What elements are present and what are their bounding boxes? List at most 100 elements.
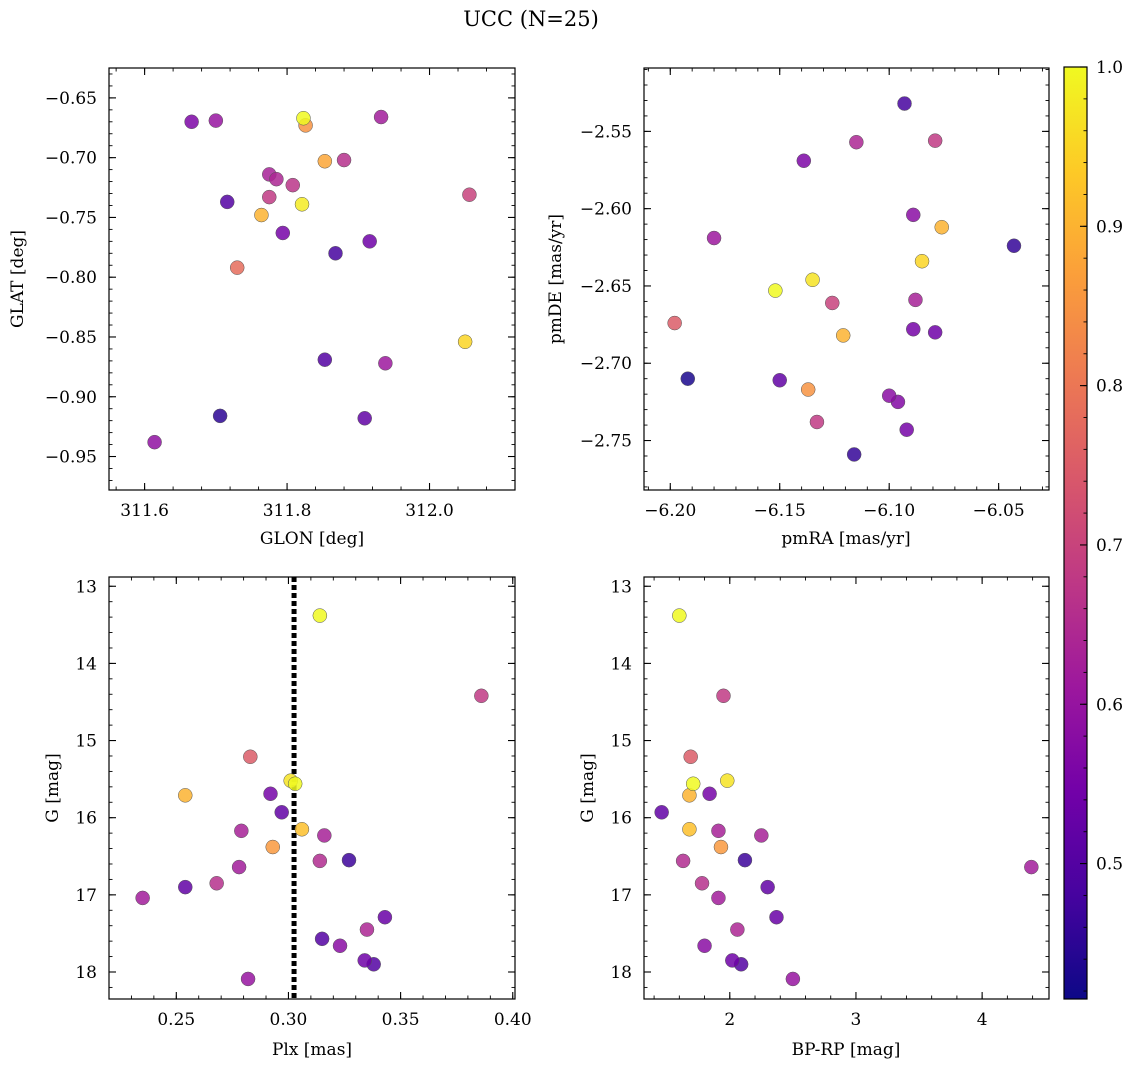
y-tick-label: −0.95 (45, 448, 97, 468)
data-point (800, 382, 816, 397)
data-point (275, 225, 291, 241)
y-tick-label: 18 (610, 963, 632, 983)
data-point (805, 272, 820, 288)
data-point (254, 207, 269, 223)
data-point (274, 805, 289, 820)
data-point (314, 931, 330, 947)
data-point (927, 133, 943, 148)
data-point (706, 230, 722, 246)
data-point (208, 113, 224, 128)
tick-labels: 0.25 0.30 0.35 0.40 13 14 15 16 17 18 (75, 577, 531, 1030)
data-point (711, 890, 726, 906)
y-tick-label: 17 (75, 886, 97, 906)
data-point (240, 971, 256, 987)
data-point (357, 411, 372, 426)
y-axis-label: G [mag] (578, 753, 598, 822)
data-point (711, 823, 726, 839)
data-point (312, 608, 328, 623)
data-point (294, 822, 310, 837)
data-point (341, 852, 357, 868)
data-point (934, 219, 949, 235)
data-point (1024, 859, 1039, 875)
data-point (357, 953, 372, 968)
x-axis-label: GLON [deg] (260, 529, 364, 549)
panel-plx-g: 0.25 0.30 0.35 0.40 13 14 15 16 17 18 Plx [mas] G… (43, 576, 532, 1060)
data-point (362, 234, 377, 249)
data-point (754, 828, 769, 843)
data-point (269, 171, 284, 187)
data-point (825, 295, 840, 311)
data-point (262, 189, 277, 205)
data-point (296, 110, 311, 126)
x-tick-label: 312.0 (405, 501, 454, 521)
axes-frame (108, 576, 516, 1000)
x-tick-label: 311.8 (263, 501, 312, 521)
data-point (178, 788, 193, 803)
data-point (682, 822, 697, 837)
axes-frame (108, 67, 516, 491)
data-point (373, 109, 389, 125)
y-tick-label: 14 (610, 654, 632, 674)
data-point (359, 922, 375, 937)
colorbar-ticks: 0.5 0.6 0.7 0.8 0.9 1.0 (1080, 58, 1123, 992)
data-point (474, 688, 489, 704)
y-tick-label: −2.75 (580, 432, 632, 452)
scatter-points (654, 608, 1039, 987)
data-point (846, 447, 862, 462)
data-point (702, 786, 717, 802)
data-point (209, 876, 224, 891)
x-tick-label: 3 (851, 1010, 862, 1030)
y-tick-label: −0.80 (45, 268, 97, 288)
x-tick-label: −6.15 (754, 501, 806, 521)
data-point (881, 388, 897, 403)
data-point (457, 334, 473, 350)
colorbar-tick-label: 1.0 (1096, 58, 1123, 78)
x-axis-label: pmRA [mas/yr] (781, 529, 910, 549)
data-point (675, 853, 691, 869)
y-tick-label: −2.55 (580, 122, 632, 142)
data-point (243, 749, 258, 765)
y-tick-label: 13 (75, 577, 97, 597)
data-point (219, 194, 235, 210)
scatter-points (667, 96, 1022, 462)
data-point (914, 253, 930, 269)
y-tick-label: 14 (75, 654, 97, 674)
data-point (231, 859, 247, 875)
data-point (685, 776, 701, 792)
panel-pmra-pmde: −6.20 −6.15 −6.10 −6.05 −2.55 −2.60 −2.65 −2.70… (546, 67, 1050, 549)
panel-bprp-g: 2 3 4 13 14 15 16 17 18 BP-RP [mag] G [mag] (578, 576, 1050, 1060)
data-point (462, 187, 477, 202)
tick-marks (109, 577, 515, 999)
colorbar-gradient (1063, 66, 1088, 1000)
data-point (713, 839, 729, 855)
data-point (769, 909, 784, 925)
tick-labels: 2 3 4 13 14 15 16 17 18 (610, 577, 987, 1030)
colorbar-tick-label: 0.6 (1096, 695, 1123, 715)
data-point (285, 177, 301, 193)
data-point (683, 749, 698, 765)
x-tick-label: 0.35 (382, 1010, 420, 1030)
y-tick-label: 18 (75, 963, 97, 983)
data-point (772, 372, 787, 388)
data-point (234, 823, 249, 839)
data-point (760, 879, 775, 895)
data-point (716, 688, 731, 704)
x-axis-label: BP-RP [mag] (792, 1040, 901, 1060)
data-point (927, 325, 943, 340)
data-point (178, 879, 193, 895)
data-point (768, 283, 783, 298)
x-tick-label: −6.20 (644, 501, 696, 521)
data-point (135, 890, 150, 906)
data-point (809, 414, 825, 430)
data-point (184, 114, 199, 130)
data-point (317, 828, 332, 843)
y-tick-label: −0.90 (45, 388, 97, 408)
y-tick-label: −0.85 (45, 328, 97, 348)
data-point (680, 371, 696, 386)
figure-title: UCC (N=25) (463, 7, 599, 31)
data-point (785, 971, 801, 987)
panel-glon-glat: 311.6 311.8 312.0 −0.65 −0.70 −0.75 −0.80 −0.85… (8, 67, 516, 549)
y-tick-label: 16 (75, 809, 97, 829)
data-point (720, 773, 735, 788)
